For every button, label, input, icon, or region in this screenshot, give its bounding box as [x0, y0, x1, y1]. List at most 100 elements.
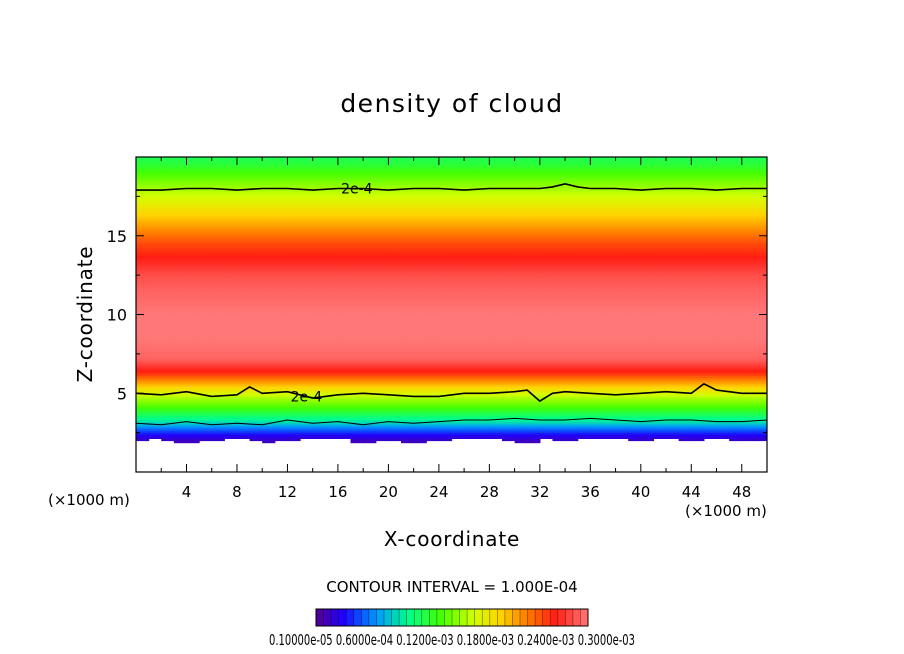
- field-cell: [577, 411, 591, 414]
- field-cell: [186, 236, 200, 240]
- field-cell: [363, 362, 377, 366]
- field-cell: [527, 308, 541, 311]
- field-cell: [552, 289, 566, 292]
- field-cell: [577, 272, 591, 276]
- field-cell: [211, 186, 225, 190]
- field-cell: [577, 192, 591, 196]
- field-cell: [438, 264, 453, 267]
- field-cell: [501, 241, 516, 244]
- field-cell: [287, 175, 301, 179]
- field-cell: [476, 280, 490, 284]
- field-cell: [501, 253, 516, 257]
- field-cell: [590, 222, 604, 225]
- field-cell: [527, 358, 541, 362]
- field-cell: [375, 402, 389, 406]
- field-cell: [287, 274, 301, 278]
- field-cell: [590, 310, 604, 313]
- field-cell: [565, 427, 579, 431]
- field-cell: [375, 421, 389, 425]
- field-cell: [236, 379, 251, 383]
- field-cell: [325, 280, 339, 284]
- field-cell: [413, 390, 427, 393]
- field-cell: [375, 360, 389, 364]
- field-cell: [262, 404, 276, 408]
- field-cell: [148, 251, 162, 255]
- field-cell: [136, 434, 150, 437]
- field-cell: [438, 222, 453, 225]
- field-cell: [514, 358, 528, 362]
- field-cell: [413, 249, 427, 253]
- field-cell: [590, 364, 604, 368]
- field-cell: [161, 205, 175, 208]
- field-cell: [211, 196, 225, 200]
- field-cell: [426, 404, 440, 408]
- field-cell: [236, 360, 251, 364]
- field-cell: [262, 329, 276, 332]
- field-cell: [300, 404, 314, 408]
- field-cell: [236, 182, 251, 185]
- field-cell: [451, 423, 465, 427]
- field-cell: [249, 205, 263, 208]
- field-cell: [401, 419, 415, 423]
- field-cell: [489, 400, 503, 404]
- field-cell: [300, 249, 314, 253]
- field-cell: [287, 411, 301, 414]
- field-cell: [161, 287, 175, 290]
- field-cell: [514, 346, 528, 349]
- field-cell: [325, 165, 339, 169]
- field-cell: [211, 427, 225, 431]
- field-cell: [274, 438, 289, 442]
- field-cell: [236, 425, 251, 429]
- field-cell: [337, 364, 352, 368]
- field-cell: [224, 329, 238, 332]
- field-cell: [375, 425, 389, 429]
- field-cell: [300, 337, 314, 341]
- field-cell: [489, 230, 503, 234]
- field-cell: [565, 180, 579, 183]
- field-cell: [249, 289, 263, 292]
- field-cell: [262, 266, 276, 269]
- field-cell: [363, 264, 377, 267]
- field-cell: [451, 259, 465, 263]
- field-cell: [565, 186, 579, 190]
- field-cell: [325, 186, 339, 190]
- field-cell: [262, 192, 276, 196]
- field-cell: [211, 253, 225, 257]
- field-cell: [199, 188, 213, 192]
- field-cell: [438, 432, 453, 435]
- field-cell: [451, 255, 465, 259]
- field-cell: [173, 411, 188, 414]
- field-cell: [211, 251, 225, 255]
- field-cell: [186, 369, 200, 372]
- field-cell: [211, 413, 225, 416]
- field-cell: [565, 352, 579, 355]
- field-cell: [590, 251, 604, 255]
- field-cell: [325, 415, 339, 418]
- field-cell: [211, 184, 225, 187]
- field-cell: [363, 228, 377, 232]
- field-cell: [350, 161, 364, 164]
- field-cell: [161, 238, 175, 242]
- field-cell: [173, 245, 188, 248]
- field-cell: [186, 400, 200, 404]
- field-cell: [262, 253, 276, 257]
- field-cell: [375, 228, 389, 232]
- field-cell: [565, 228, 579, 232]
- field-cell: [337, 188, 352, 192]
- field-cell: [312, 371, 326, 374]
- field-cell: [375, 215, 389, 219]
- field-cell: [274, 247, 289, 250]
- field-cell: [274, 224, 289, 227]
- field-cell: [312, 320, 326, 324]
- field-cell: [577, 377, 591, 381]
- field-cell: [173, 388, 188, 391]
- field-cell: [451, 171, 465, 175]
- field-cell: [401, 228, 415, 232]
- field-cell: [464, 308, 478, 311]
- field-cell: [173, 367, 188, 370]
- field-cell: [401, 241, 415, 244]
- field-cell: [527, 253, 541, 257]
- field-cell: [426, 373, 440, 376]
- field-cell: [464, 169, 478, 173]
- field-cell: [388, 427, 402, 431]
